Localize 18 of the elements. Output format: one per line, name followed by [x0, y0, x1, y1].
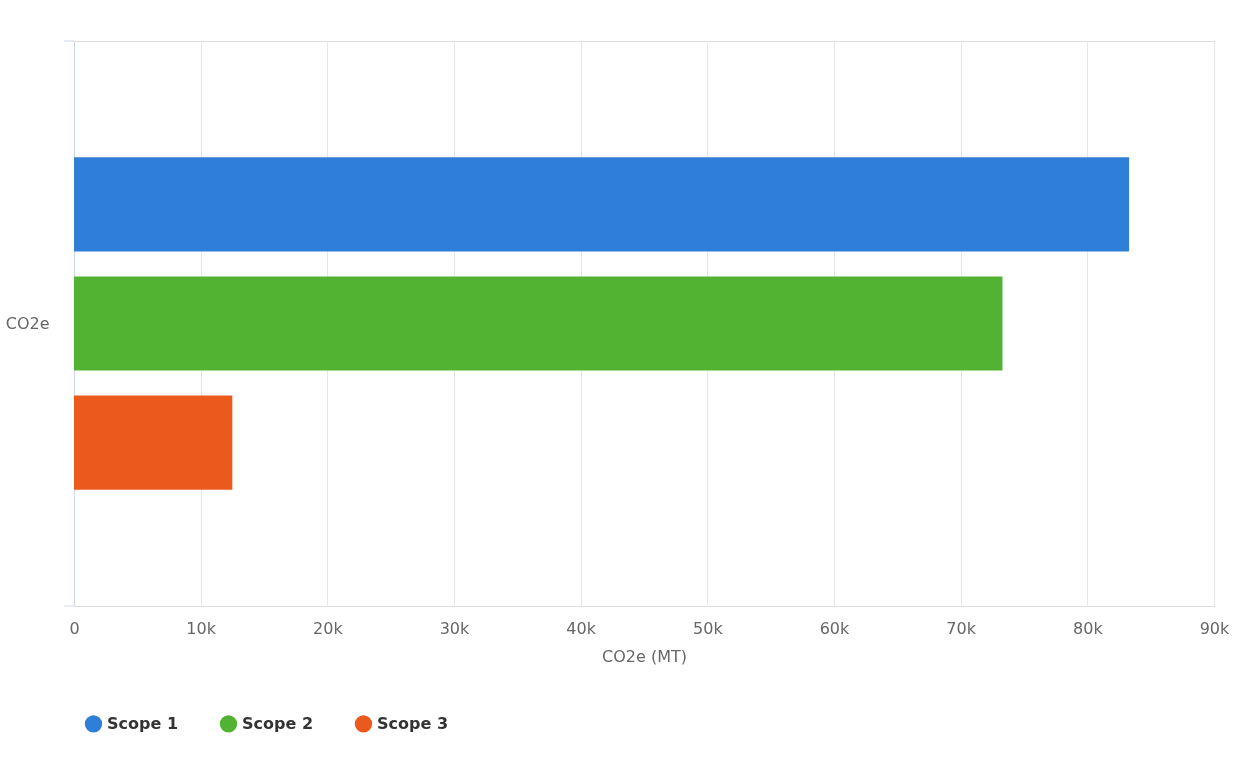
x-tick-label: 40k [566, 618, 597, 638]
bar [74, 157, 1130, 252]
x-tick-label: 60k [819, 618, 851, 638]
x-tick-label: 0 [69, 618, 80, 638]
x-tick-label: 50k [693, 618, 724, 638]
y-tick-label: CO2e [5, 313, 50, 333]
bar [74, 395, 233, 490]
x-tick-label: 10k [186, 618, 217, 638]
bar [74, 276, 1003, 371]
x-tick-label: 80k [1073, 618, 1104, 638]
x-tick-label: 70k [946, 618, 977, 638]
x-tick-label: 30k [439, 618, 471, 638]
legend-label: Scope 1 [107, 713, 179, 733]
x-tick-label: 20k [313, 618, 344, 638]
legend-label: Scope 2 [242, 713, 314, 733]
x-axis-title: CO2e (MT) [602, 646, 687, 666]
legend-label: Scope 3 [377, 713, 449, 733]
x-tick-label: 90k [1199, 618, 1231, 638]
